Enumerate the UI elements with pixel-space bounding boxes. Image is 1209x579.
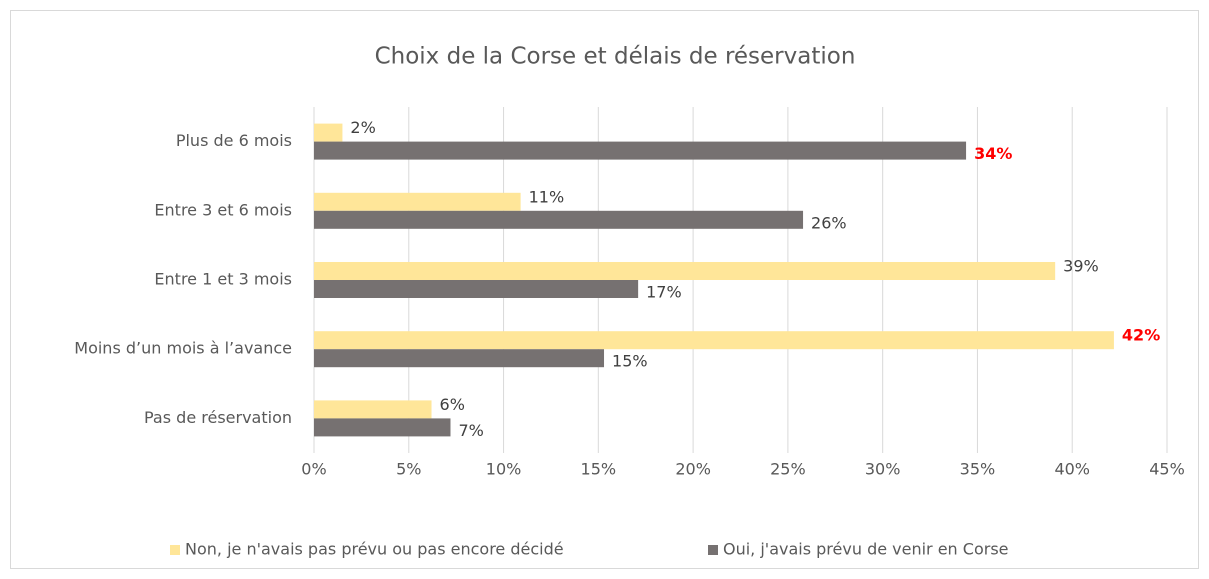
value-label: 2% <box>350 118 375 137</box>
bar <box>314 262 1056 280</box>
x-tick-label: 25% <box>770 460 806 479</box>
x-tick-label: 20% <box>675 460 711 479</box>
value-label: 34% <box>974 144 1012 163</box>
value-label: 7% <box>458 421 483 440</box>
chart-title: Choix de la Corse et délais de réservati… <box>375 44 856 70</box>
y-tick-label: Plus de 6 mois <box>176 131 292 150</box>
x-tick-label: 10% <box>486 460 522 479</box>
bar <box>314 141 967 160</box>
y-tick-label: Pas de réservation <box>144 408 292 427</box>
x-tick-label: 40% <box>1054 460 1090 479</box>
value-label: 11% <box>529 187 565 206</box>
legend-swatch <box>708 545 718 555</box>
bar <box>314 210 804 229</box>
x-tick-label: 15% <box>581 460 617 479</box>
legend-label: Oui, j'avais prévu de venir en Corse <box>723 540 1009 559</box>
value-label: 17% <box>646 283 682 302</box>
value-label: 39% <box>1063 257 1099 276</box>
legend-swatch <box>170 545 180 555</box>
legend-label: Non, je n'avais pas prévu ou pas encore … <box>185 540 564 559</box>
bar <box>314 331 1114 350</box>
bar <box>314 418 451 437</box>
value-label: 15% <box>612 352 648 371</box>
y-tick-label: Moins d’un mois à l’avance <box>74 339 292 358</box>
x-tick-label: 35% <box>960 460 996 479</box>
x-tick-label: 30% <box>865 460 901 479</box>
y-tick-label: Entre 3 et 6 mois <box>154 200 292 219</box>
bar <box>314 192 521 211</box>
bar <box>314 123 343 142</box>
value-label: 26% <box>811 213 847 232</box>
value-label: 6% <box>440 395 465 414</box>
bar <box>314 400 432 419</box>
bar <box>314 280 639 298</box>
x-tick-label: 45% <box>1149 460 1185 479</box>
y-tick-label: Entre 1 et 3 mois <box>154 270 292 289</box>
x-tick-label: 5% <box>396 460 421 479</box>
x-tick-label: 0% <box>301 460 326 479</box>
bar <box>314 349 605 368</box>
value-label: 42% <box>1122 326 1160 345</box>
